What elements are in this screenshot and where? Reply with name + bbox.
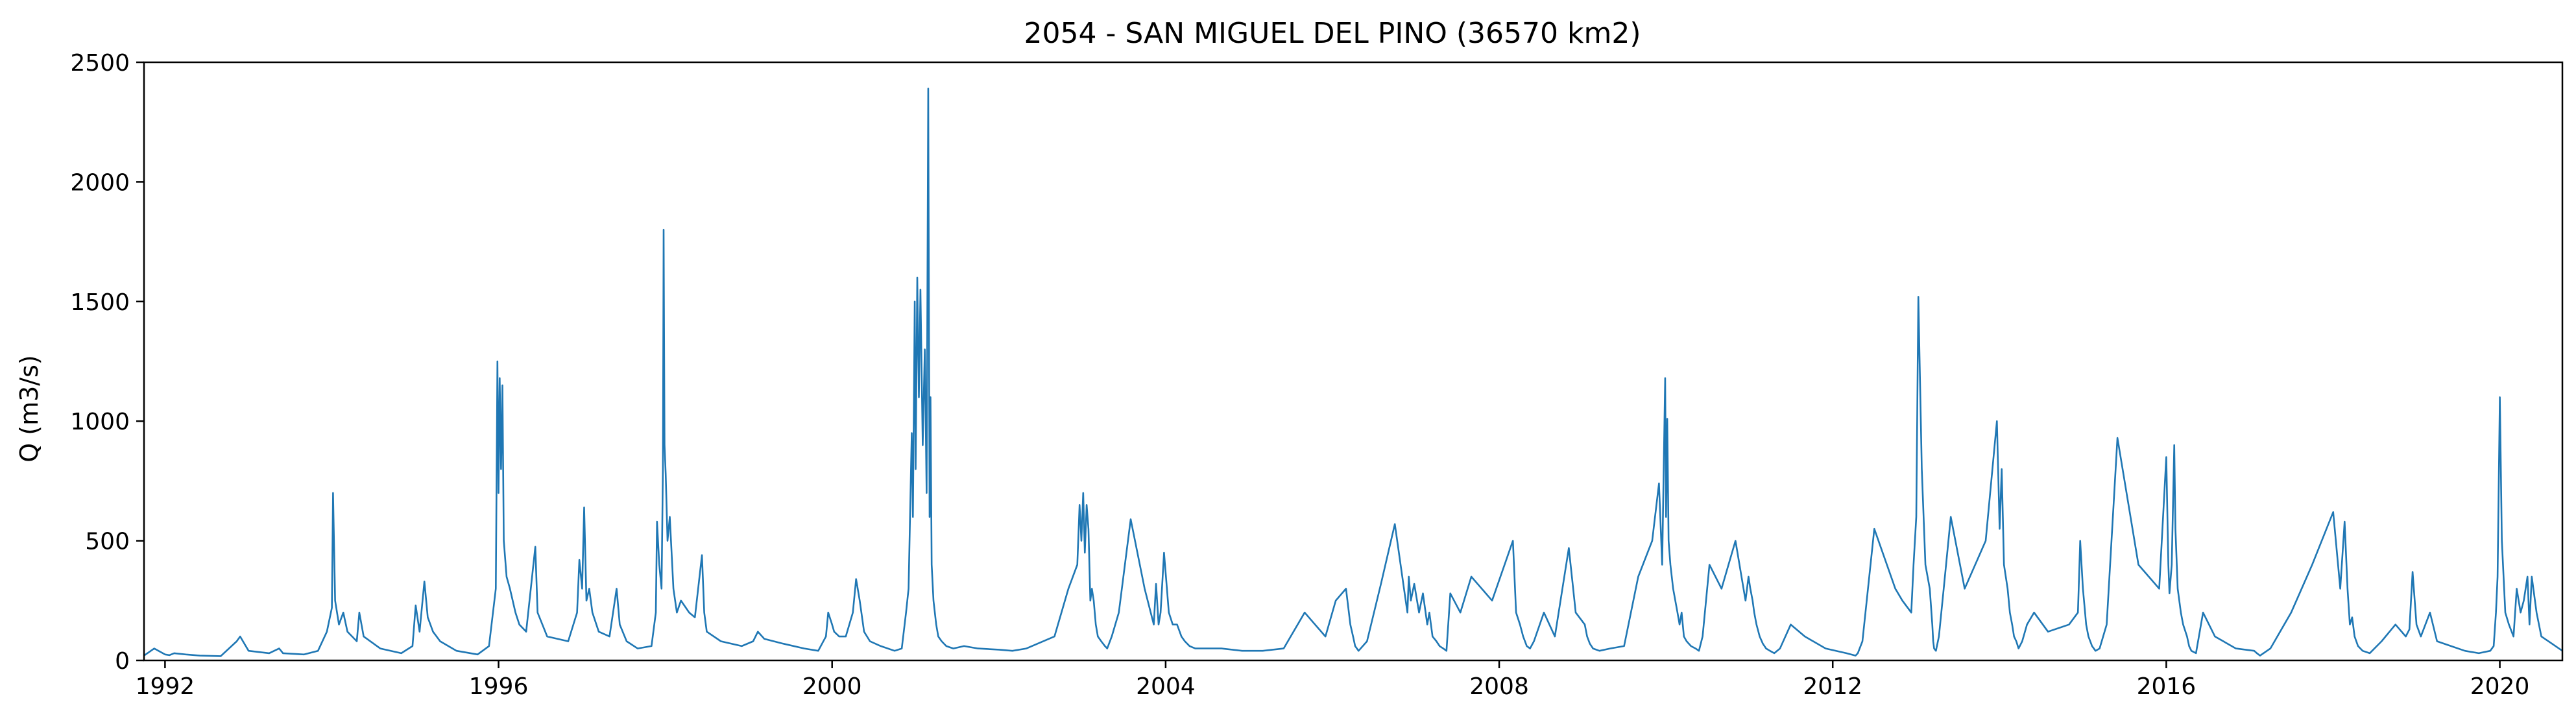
y-tick-label: 2500 xyxy=(70,50,130,77)
y-tick-label: 1000 xyxy=(70,409,130,435)
x-tick-label: 2012 xyxy=(1803,673,1862,700)
x-tick-label: 1996 xyxy=(469,673,529,700)
plot-frame xyxy=(143,61,2564,662)
y-axis-ticks: 0 500 1000 1500 2000 2500 xyxy=(70,50,144,675)
y-axis-label: Q (m3/s) xyxy=(15,355,43,462)
x-tick-label: 2004 xyxy=(1136,673,1196,700)
series-line xyxy=(143,88,2563,657)
chart-title: 2054 - SAN MIGUEL DEL PINO (36570 km2) xyxy=(1024,17,1641,50)
x-tick-label: 2008 xyxy=(1469,673,1529,700)
y-tick-label: 2000 xyxy=(70,169,130,196)
x-axis-ticks: 1992 1996 2000 2004 2008 2012 2016 2020 xyxy=(136,660,2530,700)
x-tick-label: 2000 xyxy=(802,673,862,700)
y-tick-label: 1500 xyxy=(70,289,130,316)
x-tick-label: 2016 xyxy=(2137,673,2197,700)
x-tick-label: 1992 xyxy=(136,673,195,700)
y-tick-label: 500 xyxy=(85,529,130,555)
plot-area xyxy=(143,88,2563,657)
y-tick-label: 0 xyxy=(115,648,130,675)
x-tick-label: 2020 xyxy=(2470,673,2530,700)
